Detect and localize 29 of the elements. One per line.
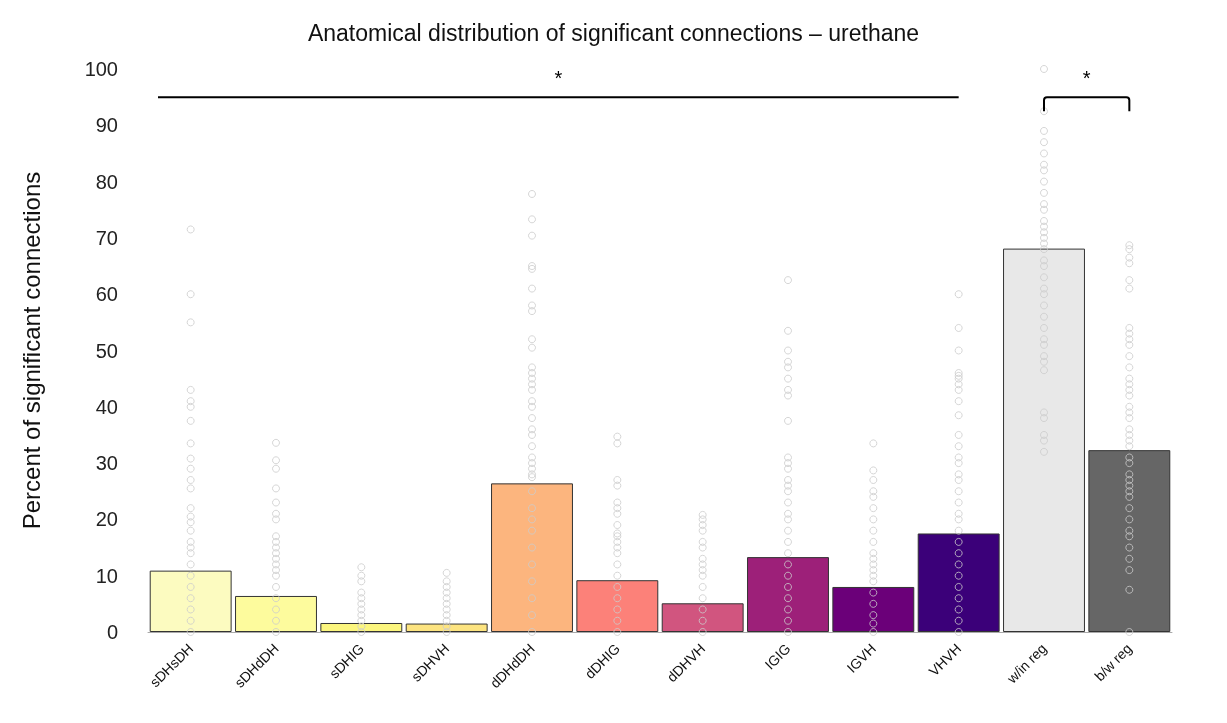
bar [917, 533, 1000, 632]
y-tick-label: 10 [95, 564, 118, 587]
y-tick-label: 20 [95, 508, 118, 531]
bar [235, 595, 317, 632]
y-tick-label: 0 [106, 621, 118, 643]
bar [320, 622, 403, 632]
x-tick-label: w/in reg [1003, 640, 1050, 687]
bar [149, 570, 232, 632]
y-tick-label: 50 [95, 339, 118, 362]
y-tick-label: 90 [95, 114, 118, 137]
y-tick-label: 70 [95, 226, 118, 249]
y-axis-title: Percent of significant connections [17, 171, 45, 530]
bar [1003, 248, 1085, 632]
y-tick-label: 40 [95, 395, 118, 418]
y-tick-label: 100 [84, 58, 118, 80]
x-tick-label: b/w reg [1091, 640, 1135, 685]
bar [661, 603, 744, 632]
y-tick-label: 80 [95, 170, 118, 193]
bar [405, 623, 488, 632]
bar [832, 586, 915, 632]
bar [747, 557, 829, 632]
y-tick-label: 60 [95, 283, 118, 306]
annotation: * [554, 67, 563, 90]
bar [491, 483, 573, 632]
chart-title: Anatomical distribution of significant connections – urethane [307, 19, 920, 46]
y-tick-label: 30 [95, 452, 118, 475]
bar [576, 580, 659, 632]
bar [1088, 450, 1171, 632]
annotation: * [1082, 67, 1091, 90]
